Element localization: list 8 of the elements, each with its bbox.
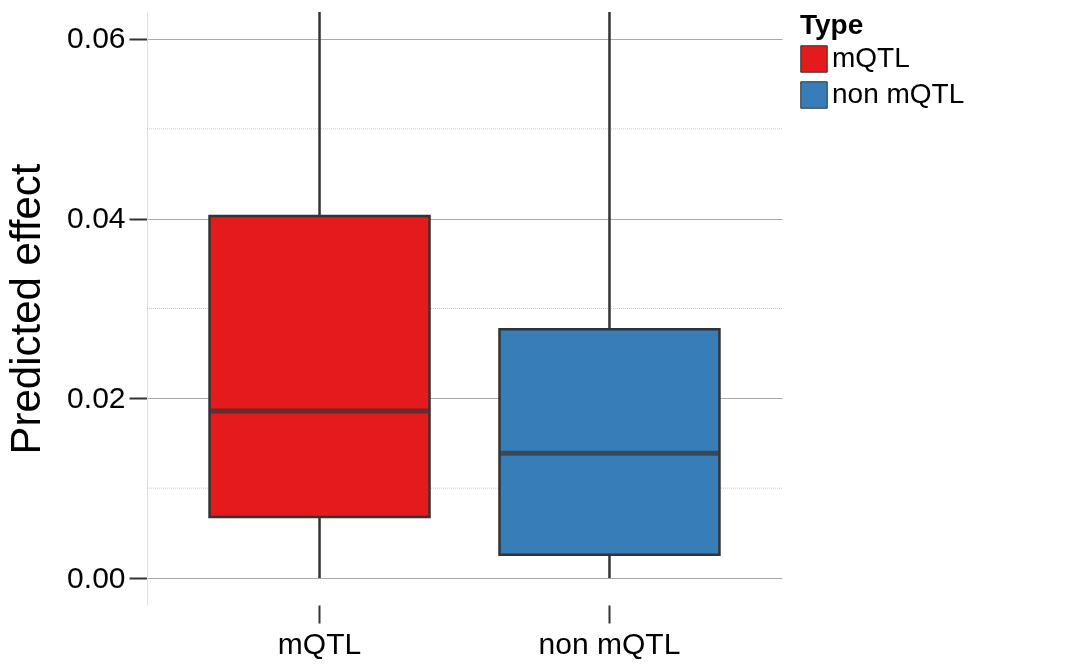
y-tick-label: 0.00	[67, 560, 126, 594]
legend-label: non mQTL	[832, 78, 965, 109]
y-tick-label: 0.06	[67, 21, 126, 55]
legend-title: Type	[800, 9, 864, 40]
legend-label: mQTL	[832, 42, 910, 73]
y-tick-label: 0.02	[67, 380, 126, 414]
y-axis-title: Predicted effect	[2, 163, 50, 455]
y-tick-label: 0.04	[67, 201, 126, 235]
